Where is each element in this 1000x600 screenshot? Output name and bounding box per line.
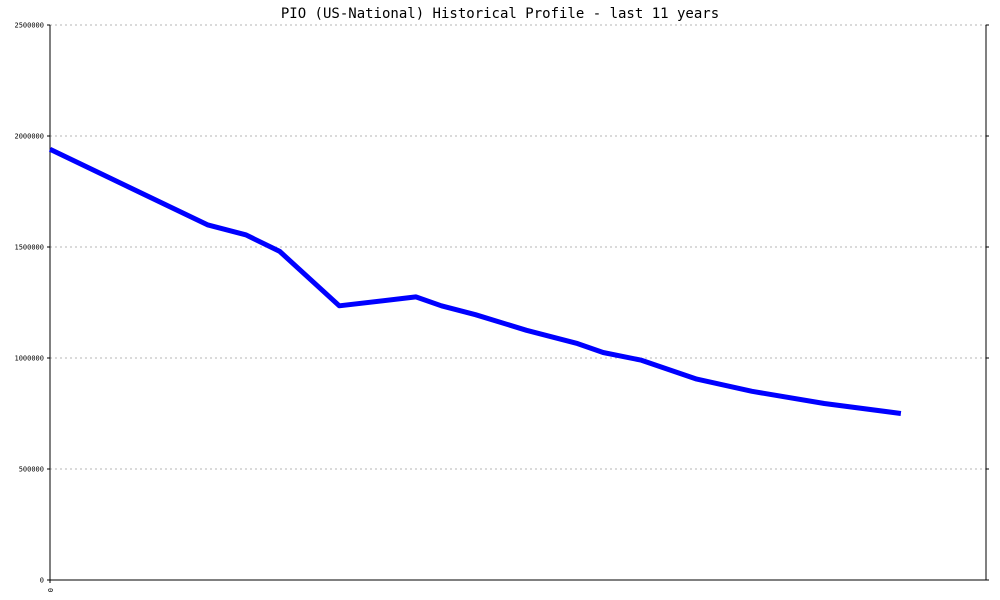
axes	[47, 24, 989, 583]
series-layer	[48, 147, 902, 416]
y-tick-label: 1000000	[14, 355, 44, 363]
y-tick-label: 2000000	[14, 133, 44, 141]
y-tick-label: 1500000	[14, 244, 44, 252]
y-tick-label: 0	[40, 577, 44, 585]
y-tick-label: 500000	[19, 466, 44, 474]
series-line	[48, 147, 902, 416]
chart-title: PIO (US-National) Historical Profile - l…	[281, 6, 719, 22]
x-tick-label: 0	[46, 588, 54, 592]
y-tick-label: 2500000	[14, 22, 44, 30]
y-axis-tick-labels: 0 500000 1000000 1500000 2000000 2500000	[14, 22, 44, 585]
x-axis-tick-labels: 0	[46, 588, 54, 592]
grid-lines	[50, 24, 986, 470]
